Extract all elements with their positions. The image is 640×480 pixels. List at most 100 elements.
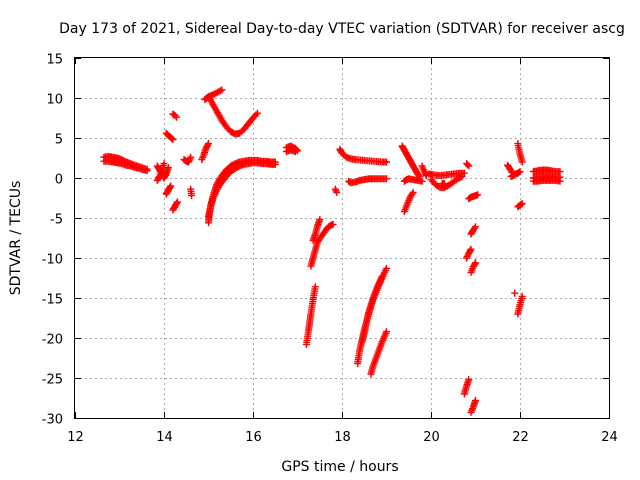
data-point — [511, 289, 519, 297]
data-point — [409, 188, 417, 196]
data-point — [216, 87, 224, 95]
data-point — [169, 136, 177, 144]
data-series-seg42 — [507, 168, 524, 180]
data-series-seg33 — [438, 180, 448, 188]
data-series-seg21 — [331, 185, 341, 196]
data-series-seg39 — [460, 376, 473, 398]
y-tick-label: -20 — [42, 333, 63, 348]
y-tick-label: 10 — [46, 93, 63, 108]
data-series-seg23 — [345, 175, 390, 187]
data-point — [291, 148, 299, 156]
data-points — [100, 86, 564, 416]
data-point — [160, 160, 168, 168]
plot-frame — [74, 57, 610, 419]
data-point — [515, 168, 523, 176]
data-point — [457, 173, 465, 181]
x-tick-label: 18 — [334, 430, 351, 445]
chart-title: Day 173 of 2021, Sidereal Day-to-day VTE… — [59, 21, 625, 37]
data-series-seg41 — [504, 161, 516, 176]
data-point — [218, 86, 226, 94]
data-point — [333, 188, 341, 196]
data-point — [271, 160, 279, 168]
data-point — [188, 192, 196, 200]
data-series-seg49 — [529, 176, 564, 185]
data-series-seg12 — [201, 86, 226, 104]
x-tick-label: 24 — [601, 430, 618, 445]
data-series-seg46 — [511, 289, 519, 297]
data-point — [378, 272, 386, 280]
data-series-seg04 — [153, 160, 168, 184]
data-point — [316, 216, 324, 224]
data-series-seg35 — [465, 191, 482, 203]
data-series-seg47 — [529, 166, 564, 176]
data-series-seg20 — [309, 216, 324, 244]
data-point — [252, 111, 260, 119]
y-tick-label: 5 — [55, 133, 63, 148]
data-series-seg07 — [162, 182, 175, 198]
data-series-seg25 — [358, 272, 386, 346]
data-series-seg06 — [169, 110, 180, 121]
data-series-seg09 — [180, 153, 195, 166]
data-series-seg02 — [100, 157, 151, 175]
data-series-seg29 — [400, 188, 417, 216]
y-tick-label: -10 — [42, 253, 63, 268]
data-point — [408, 190, 416, 198]
data-series-seg43 — [514, 140, 526, 166]
data-series-seg40 — [467, 396, 479, 416]
data-series-seg18 — [302, 283, 319, 348]
data-point — [167, 182, 175, 190]
x-tick-label: 14 — [156, 430, 173, 445]
y-tick-label: -30 — [42, 413, 63, 428]
data-point — [472, 259, 479, 267]
data-point — [465, 162, 473, 170]
data-series-seg27 — [398, 142, 424, 180]
data-point — [143, 167, 151, 175]
data-point — [173, 198, 181, 206]
data-point — [383, 175, 390, 183]
y-tick-label: 15 — [46, 53, 63, 68]
data-point — [171, 112, 179, 120]
data-point — [254, 109, 261, 117]
data-series-seg38 — [467, 259, 479, 276]
data-point — [458, 172, 466, 180]
data-series-seg26 — [367, 328, 390, 378]
data-point — [173, 199, 181, 207]
data-series-seg44 — [514, 200, 526, 211]
y-tick-label: -15 — [42, 293, 63, 308]
data-series-seg34 — [463, 160, 473, 170]
data-point — [472, 396, 479, 404]
data-point — [464, 161, 472, 169]
data-series-seg32 — [427, 172, 466, 192]
data-series-seg19 — [307, 220, 337, 270]
data-point — [185, 156, 193, 164]
x-axis-tick-labels: 12 14 16 18 20 22 24 — [67, 430, 618, 445]
data-point — [463, 252, 471, 260]
data-series-seg05 — [162, 129, 177, 144]
data-point — [440, 180, 448, 188]
data-point — [173, 113, 180, 121]
data-series-seg24 — [354, 264, 390, 368]
data-series-seg31 — [425, 169, 468, 180]
x-tick-label: 22 — [512, 430, 529, 445]
data-point — [518, 292, 526, 300]
data-point — [187, 153, 195, 161]
x-tick-label: 20 — [423, 430, 440, 445]
data-series-seg36 — [463, 245, 475, 262]
data-point — [383, 264, 390, 272]
data-point — [556, 177, 564, 185]
x-tick-label: 12 — [67, 430, 84, 445]
data-series-seg22 — [336, 145, 390, 166]
y-tick-label: -25 — [42, 373, 63, 388]
y-tick-label: 0 — [55, 173, 63, 188]
data-series-seg17 — [282, 146, 299, 156]
data-point — [311, 283, 319, 291]
data-point — [383, 328, 390, 336]
data-series-seg45 — [514, 292, 526, 318]
data-point — [166, 183, 174, 191]
data-series-seg10 — [187, 185, 196, 200]
y-axis-tick-labels: -30 -25 -20 -15 -10 -5 0 5 10 15 — [42, 53, 63, 428]
x-axis-label: GPS time / hours — [281, 459, 398, 475]
data-point — [516, 168, 524, 176]
data-point — [467, 245, 475, 253]
x-tick-label: 16 — [245, 430, 262, 445]
